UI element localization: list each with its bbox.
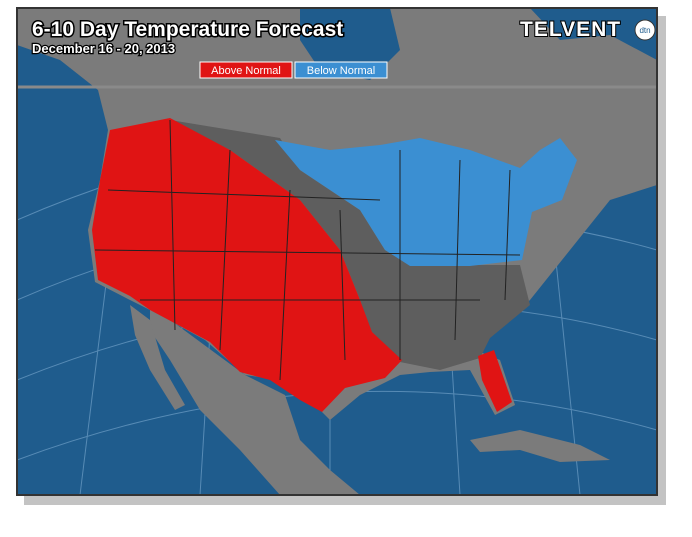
below-normal-region (275, 138, 577, 266)
state-borders (94, 119, 521, 381)
map-title: 6-10 Day Temperature Forecast (32, 18, 343, 41)
brand-badge: dtn (639, 26, 650, 35)
frame (16, 7, 658, 496)
baja (130, 305, 185, 410)
above-normal-region (92, 118, 402, 412)
map-area (17, 8, 657, 495)
legend-label: Above Normal (211, 65, 281, 77)
near-normal-region (170, 120, 530, 370)
map-subtitle: December 16 - 20, 2013 (32, 41, 175, 56)
brand-logo: TELVENT (520, 18, 621, 41)
mexico (150, 305, 360, 495)
legend-label: Below Normal (307, 65, 375, 77)
above-normal-region (478, 350, 512, 412)
legend-swatch (294, 61, 388, 79)
brand-badge-circle (634, 19, 656, 41)
cuba (470, 430, 610, 462)
legend-swatch (199, 61, 293, 79)
